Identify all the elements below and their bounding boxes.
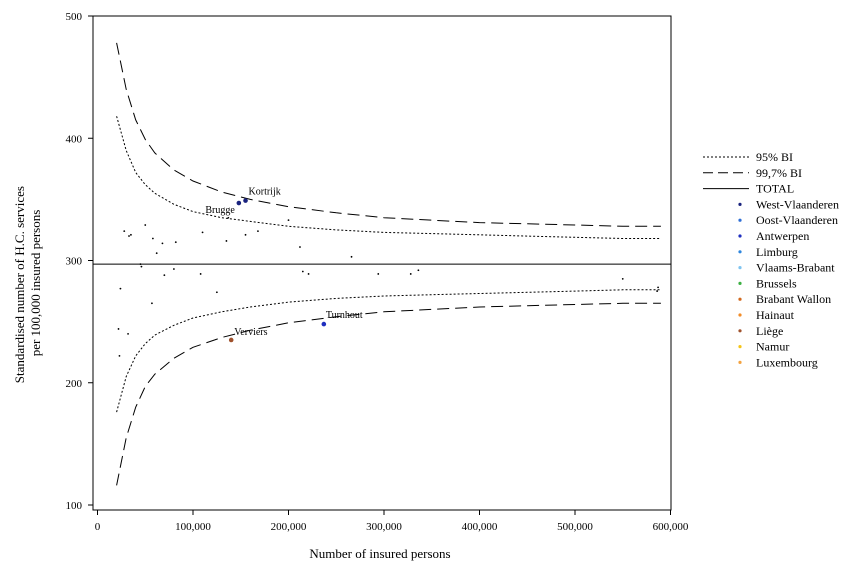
- legend-label: Namur: [756, 340, 789, 354]
- legend-marker: [738, 360, 742, 364]
- data-point: [151, 237, 154, 240]
- point-label: Brugge: [205, 205, 235, 216]
- plot-area: [92, 15, 672, 511]
- legend-marker: [738, 218, 742, 222]
- data-point: [173, 268, 175, 270]
- data-point: [350, 255, 353, 258]
- data-point: [118, 354, 121, 357]
- data-point: [307, 273, 310, 275]
- y-tick-label: 300: [66, 256, 83, 268]
- legend-label: West-Vlaanderen: [756, 197, 839, 211]
- data-point: [140, 265, 143, 268]
- legend-label: TOTAL: [756, 182, 794, 196]
- legend-label: Luxembourg: [756, 355, 818, 369]
- legend-label: Vlaams-Brabant: [756, 261, 835, 275]
- data-point: [127, 332, 129, 335]
- data-point: [299, 246, 301, 248]
- x-tick-label: 600,000: [653, 521, 689, 533]
- legend-label: Antwerpen: [756, 229, 809, 243]
- data-point: [377, 273, 380, 275]
- data-point: [301, 270, 304, 273]
- point-label: Turnhout: [326, 310, 363, 321]
- legend-label: Limburg: [756, 245, 798, 259]
- highlight-point: [236, 200, 242, 206]
- y-tick-label: 100: [66, 500, 83, 512]
- data-point: [201, 231, 204, 234]
- data-point: [227, 216, 230, 219]
- highlight-point: [243, 198, 248, 203]
- legend-label: Hainaut: [756, 308, 795, 322]
- legend-marker: [738, 313, 742, 317]
- y-tick-label: 500: [66, 11, 83, 23]
- dotted-lower-line: [116, 289, 661, 413]
- data-point: [225, 240, 228, 242]
- confidence-lines: [116, 42, 661, 486]
- legend-label: Oost-Vlaanderen: [756, 213, 838, 227]
- x-axis-label: Number of insured persons: [309, 546, 450, 561]
- y-axis-label: Standardised number of H.C. services per…: [12, 183, 43, 383]
- highlight-point: [228, 337, 234, 343]
- point-label: Kortrijk: [249, 187, 281, 198]
- legend-label: 95% BI: [756, 150, 793, 164]
- legend-label: Liège: [756, 324, 783, 338]
- data-point: [215, 291, 218, 294]
- data-point: [119, 287, 122, 290]
- legend-marker: [738, 202, 742, 206]
- data-point: [287, 219, 290, 222]
- data-point: [144, 224, 147, 226]
- legend-marker: [738, 266, 742, 270]
- data-point: [409, 273, 412, 275]
- x-tick-label: 500,000: [557, 521, 593, 533]
- y-axis: 100 200 300 400 500: [66, 11, 93, 512]
- y-tick-label: 400: [66, 133, 83, 145]
- y-tick-label: 200: [66, 378, 83, 390]
- data-point: [161, 242, 164, 245]
- data-point: [174, 241, 177, 244]
- data-points: [117, 216, 659, 357]
- legend-marker: [738, 250, 742, 254]
- legend-marker: [738, 234, 742, 238]
- legend-marker: [738, 297, 742, 301]
- point-label: Verviers: [234, 327, 267, 338]
- data-point: [257, 230, 259, 233]
- x-tick-label: 200,000: [271, 521, 307, 533]
- x-tick-label: 400,000: [462, 521, 498, 533]
- dashed-lower-line: [116, 302, 661, 486]
- data-point: [151, 302, 153, 305]
- x-tick-label: 300,000: [366, 521, 402, 533]
- data-point: [163, 274, 166, 277]
- data-point: [128, 235, 130, 237]
- data-point: [130, 233, 132, 236]
- legend-label: Brabant Wallon: [756, 292, 831, 306]
- dashed-upper-line: [116, 42, 661, 227]
- legend-marker: [738, 345, 742, 349]
- data-point: [199, 273, 202, 275]
- highlight-point: [321, 321, 327, 327]
- data-point: [139, 263, 142, 266]
- x-tick-label: 100,000: [175, 521, 211, 533]
- dotted-upper-line: [116, 116, 661, 239]
- legend-label: Brussels: [756, 276, 797, 290]
- legend-label: 99,7% BI: [756, 166, 802, 180]
- x-axis: 0 100,000 200,000 300,000 400,000 500,000 600,…: [95, 510, 689, 533]
- data-point: [117, 328, 120, 330]
- data-point: [621, 277, 624, 280]
- y-axis-label-line1: Standardised number of H.C. services: [12, 186, 27, 383]
- labeled-points: Kortrijk Brugge Turnhout Verviers: [205, 187, 363, 343]
- y-axis-label-line2: per 100,000 insured persons: [28, 210, 43, 357]
- legend-marker: [738, 281, 742, 285]
- data-point: [657, 286, 659, 289]
- data-point: [656, 290, 659, 292]
- data-point: [155, 252, 158, 255]
- data-point: [123, 230, 126, 233]
- x-tick-label: 0: [95, 521, 101, 533]
- data-point: [244, 233, 247, 236]
- data-point: [417, 269, 420, 272]
- legend-marker: [738, 329, 742, 333]
